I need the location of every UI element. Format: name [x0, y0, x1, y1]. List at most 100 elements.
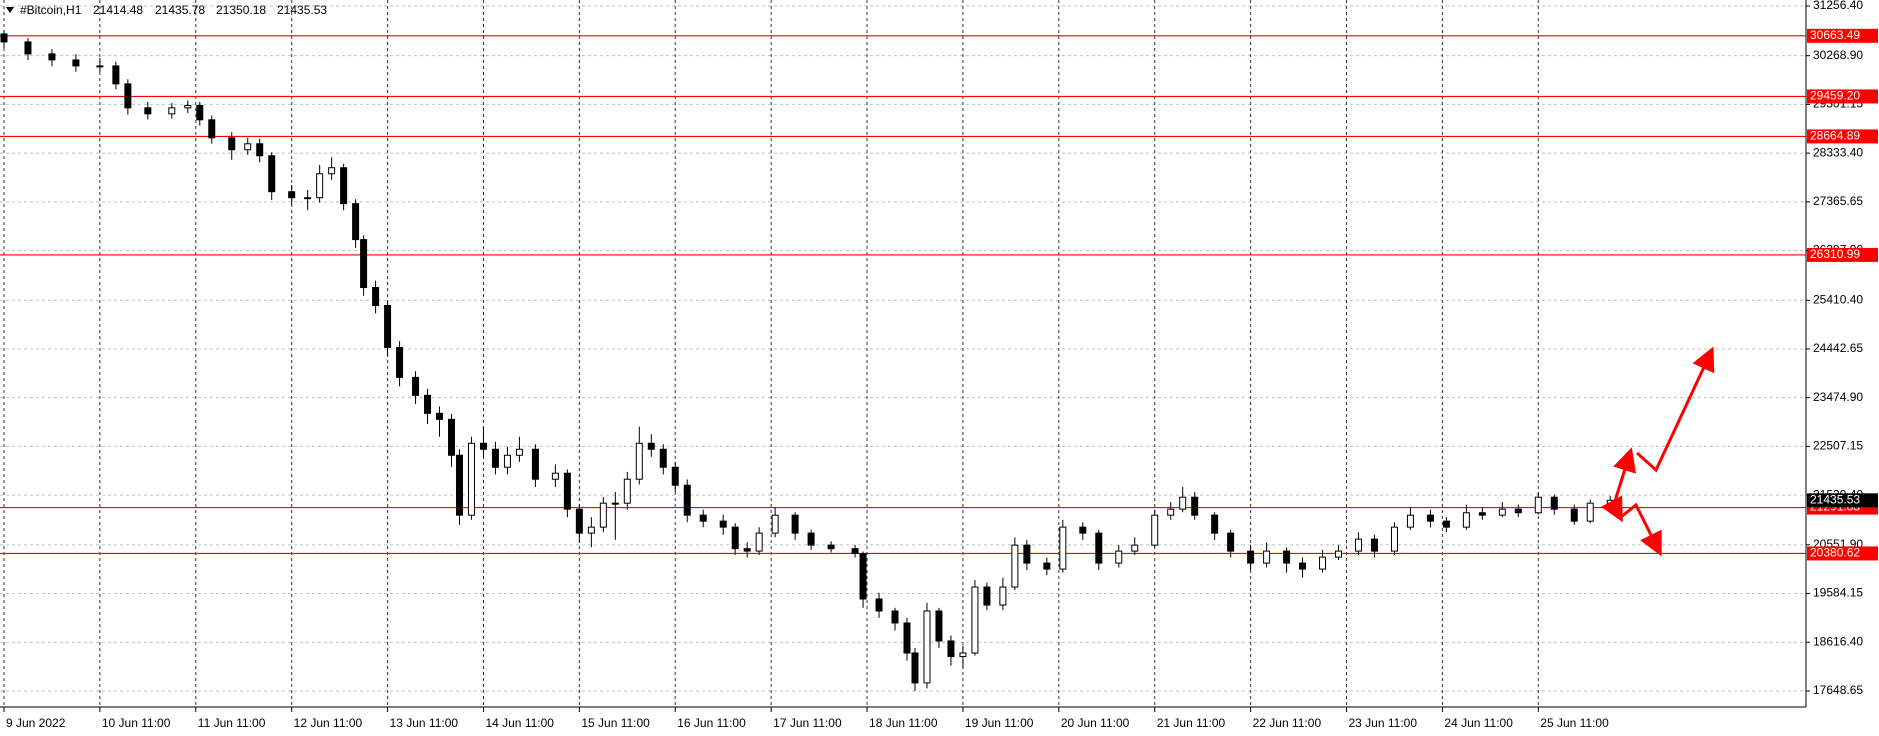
candle-body: [1299, 562, 1307, 570]
candle-body: [0, 33, 8, 43]
header-low: 21350.18: [216, 3, 266, 17]
candle-body: [256, 143, 264, 157]
candle-body: [1514, 508, 1522, 514]
candle-body: [611, 502, 619, 505]
level-label: 20380.62: [1810, 546, 1860, 560]
candle-body: [851, 548, 859, 555]
candle-body: [911, 652, 919, 684]
axes: 31256.4030268.9029301.1528333.4027365.65…: [3, 0, 1878, 730]
candle-body: [1151, 514, 1159, 546]
candle-body: [1426, 514, 1434, 522]
candle-body: [531, 448, 539, 480]
candle-body: [935, 610, 943, 642]
arrow: [1620, 502, 1662, 557]
level-label-box: [1807, 546, 1878, 561]
candle-body: [316, 173, 324, 199]
candle-body: [1478, 512, 1486, 516]
level-label-box: [1807, 89, 1878, 104]
y-tick-label: 25410.40: [1813, 292, 1863, 306]
level-label: 30663.49: [1810, 28, 1860, 42]
candle-body: [515, 448, 523, 456]
candle-body: [372, 287, 380, 307]
symbol: #Bitcoin,H1: [20, 3, 82, 17]
header-close: 21435.53: [277, 3, 327, 17]
x-tick-label: 24 Jun 11:00: [1444, 716, 1513, 730]
candle-body: [412, 376, 420, 396]
candle-body: [1534, 496, 1542, 514]
x-tick-label: 12 Jun 11:00: [294, 716, 363, 730]
candle-body: [208, 119, 216, 139]
candle-body: [563, 472, 571, 510]
candle-body: [903, 622, 911, 654]
candle-body: [587, 526, 595, 534]
candle-body: [771, 514, 779, 534]
candle-body: [1442, 520, 1450, 528]
candle-body: [436, 412, 444, 420]
candle-body: [384, 305, 392, 348]
x-tick-label: 10 Jun 11:00: [102, 716, 171, 730]
level-label: 26310.99: [1810, 247, 1860, 261]
candle-body: [304, 197, 312, 200]
candle-body: [268, 155, 276, 193]
forecast-arrows: [1600, 346, 1715, 557]
candle-body: [999, 586, 1007, 606]
level-label-box: [1807, 129, 1878, 144]
candle-body: [1354, 538, 1362, 552]
candle-body: [244, 143, 252, 151]
candle-body: [599, 502, 607, 528]
y-tick-label: 23474.90: [1813, 390, 1863, 404]
candle-body: [1211, 514, 1219, 534]
candle-body: [1115, 550, 1123, 564]
candle-body: [1335, 550, 1343, 558]
x-tick-label: 25 Jun 11:00: [1540, 716, 1609, 730]
candle-body: [144, 107, 152, 115]
candle-body: [647, 442, 655, 450]
candle-body: [959, 652, 967, 658]
y-tick-label: 22507.15: [1813, 439, 1863, 453]
candle-body: [396, 346, 404, 378]
x-tick-label: 16 Jun 11:00: [677, 716, 746, 730]
candle-body: [184, 104, 192, 109]
y-tick-label: 28333.40: [1813, 145, 1863, 159]
x-tick-label: 9 Jun 2022: [6, 716, 66, 730]
candle-body: [623, 478, 631, 504]
candle-body: [983, 586, 991, 606]
candle-body: [1498, 508, 1506, 516]
candle-body: [491, 448, 499, 468]
arrow: [1600, 495, 1623, 523]
menu-icon[interactable]: [6, 7, 14, 13]
candle-body: [1263, 550, 1271, 564]
candle-body: [328, 167, 336, 175]
y-tick-label: 18616.40: [1813, 634, 1863, 648]
candle-body: [731, 526, 739, 550]
y-tick-label: 27365.65: [1813, 194, 1863, 208]
candle-body: [479, 442, 487, 450]
candle-body: [1011, 544, 1019, 588]
candle-body: [1370, 538, 1378, 552]
level-label: 28664.89: [1810, 129, 1860, 143]
candle-body: [340, 167, 348, 205]
candle-body: [1283, 550, 1291, 564]
candle-body: [699, 514, 707, 522]
candle-body: [455, 454, 463, 516]
candle-body: [859, 553, 867, 600]
candle-body: [575, 508, 583, 534]
candle-body: [1550, 496, 1558, 510]
y-tick-label: 30268.90: [1813, 48, 1863, 62]
candle-body: [168, 107, 176, 115]
y-tick-label: 24442.65: [1813, 341, 1863, 355]
y-tick-label: 31256.40: [1813, 0, 1863, 12]
x-tick-label: 17 Jun 11:00: [773, 716, 842, 730]
candle-body: [1406, 514, 1414, 528]
candle-body: [1167, 508, 1175, 516]
candles: [0, 29, 1614, 691]
arrow: [1613, 447, 1637, 502]
level-label-box: [1807, 247, 1878, 262]
candle-body: [24, 41, 32, 55]
header-high: 21435.78: [155, 3, 205, 17]
candle-body: [1570, 508, 1578, 522]
candle-body: [551, 472, 559, 480]
y-tick-label: 19584.15: [1813, 586, 1863, 600]
candle-body: [683, 484, 691, 516]
